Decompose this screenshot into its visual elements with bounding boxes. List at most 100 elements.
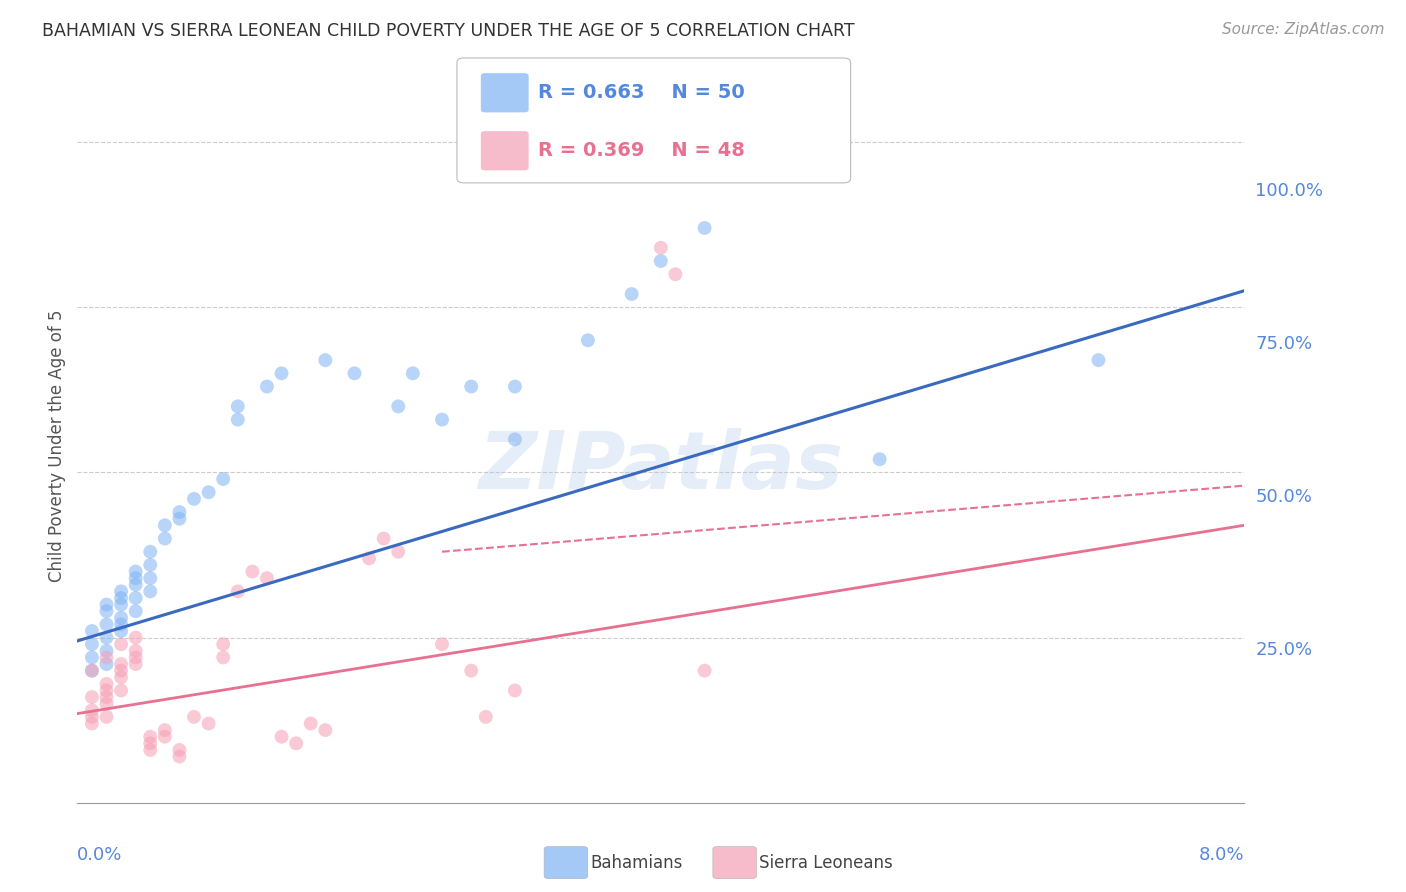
Point [650, 254, 672, 268]
Point [124, 565, 148, 579]
Text: ZIPatlas: ZIPatlas [478, 428, 844, 507]
Point [96, 604, 118, 618]
Point [110, 637, 132, 651]
Point [256, 379, 278, 393]
Point [96, 617, 118, 632]
Point [169, 743, 191, 757]
Point [139, 736, 162, 750]
Point [110, 591, 132, 605]
Point [664, 267, 686, 281]
Point [110, 598, 132, 612]
Point [80, 624, 103, 638]
Text: Bahamians: Bahamians [591, 855, 683, 872]
Point [226, 584, 249, 599]
Point [576, 333, 599, 347]
Point [197, 485, 219, 500]
Point [299, 716, 322, 731]
Point [96, 598, 118, 612]
Text: 100.0%: 100.0% [1256, 182, 1323, 200]
Point [124, 657, 148, 671]
Point [80, 703, 103, 717]
Point [314, 353, 336, 368]
Point [503, 433, 526, 447]
Point [96, 690, 118, 704]
Point [169, 505, 191, 519]
Point [110, 624, 132, 638]
Point [80, 716, 103, 731]
Point [343, 367, 366, 381]
Point [110, 670, 132, 684]
Point [153, 518, 176, 533]
Text: 50.0%: 50.0% [1256, 488, 1312, 506]
Point [80, 637, 103, 651]
Point [357, 551, 380, 566]
Point [110, 611, 132, 625]
Point [139, 743, 162, 757]
Point [693, 664, 716, 678]
Point [387, 545, 409, 559]
Text: R = 0.369    N = 48: R = 0.369 N = 48 [538, 141, 745, 161]
Point [96, 697, 118, 711]
Point [197, 716, 219, 731]
Point [96, 650, 118, 665]
Point [96, 631, 118, 645]
Point [503, 683, 526, 698]
Point [124, 644, 148, 658]
Point [285, 736, 308, 750]
Point [110, 657, 132, 671]
Point [387, 400, 409, 414]
Point [124, 591, 148, 605]
Point [124, 631, 148, 645]
Point [139, 558, 162, 572]
Point [169, 511, 191, 525]
Point [139, 584, 162, 599]
Text: Sierra Leoneans: Sierra Leoneans [759, 855, 893, 872]
Point [373, 532, 395, 546]
Point [80, 690, 103, 704]
Point [183, 710, 205, 724]
Point [503, 379, 526, 393]
Point [270, 367, 292, 381]
Text: Source: ZipAtlas.com: Source: ZipAtlas.com [1222, 22, 1385, 37]
Point [110, 584, 132, 599]
Point [183, 491, 205, 506]
Point [80, 664, 103, 678]
Point [110, 617, 132, 632]
Point [242, 565, 264, 579]
Point [96, 677, 118, 691]
Point [80, 650, 103, 665]
Point [650, 241, 672, 255]
Point [124, 571, 148, 585]
Point [124, 578, 148, 592]
Point [226, 412, 249, 426]
Point [212, 650, 235, 665]
Text: BAHAMIAN VS SIERRA LEONEAN CHILD POVERTY UNDER THE AGE OF 5 CORRELATION CHART: BAHAMIAN VS SIERRA LEONEAN CHILD POVERTY… [42, 22, 855, 40]
Point [124, 604, 148, 618]
Point [693, 221, 716, 235]
Point [430, 637, 453, 651]
Point [110, 683, 132, 698]
Point [139, 730, 162, 744]
Point [212, 472, 235, 486]
Point [139, 571, 162, 585]
Point [96, 657, 118, 671]
Point [314, 723, 336, 738]
Text: 75.0%: 75.0% [1256, 335, 1313, 353]
Point [869, 452, 891, 467]
Point [153, 532, 176, 546]
Point [153, 723, 176, 738]
Point [139, 545, 162, 559]
Point [270, 730, 292, 744]
Point [169, 749, 191, 764]
Point [474, 710, 498, 724]
Text: 25.0%: 25.0% [1256, 640, 1313, 659]
Point [256, 571, 278, 585]
Text: 0.0%: 0.0% [77, 846, 122, 863]
Point [460, 379, 482, 393]
Point [212, 637, 235, 651]
Point [402, 367, 425, 381]
Point [80, 710, 103, 724]
Point [1087, 353, 1109, 368]
Point [460, 664, 482, 678]
Point [96, 710, 118, 724]
